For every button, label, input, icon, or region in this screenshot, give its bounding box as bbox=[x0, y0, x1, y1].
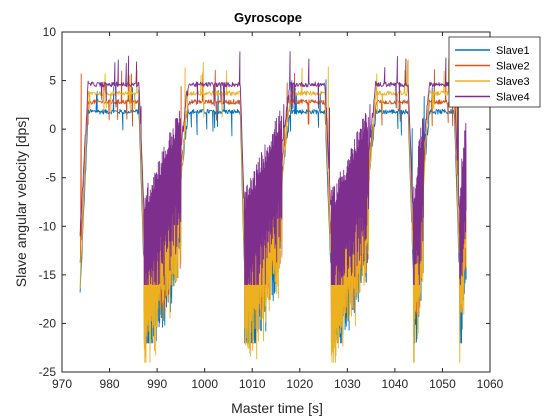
y-tick-label: 5 bbox=[49, 74, 56, 88]
y-tick-label: -15 bbox=[39, 268, 57, 282]
y-tick-label: 0 bbox=[49, 122, 56, 136]
y-axis-label: Slave angular velocity [dps] bbox=[13, 117, 29, 287]
plot-frame bbox=[61, 31, 491, 373]
y-tick-label: -25 bbox=[39, 365, 57, 379]
x-tick-label: 980 bbox=[100, 377, 120, 391]
legend-label: Slave4 bbox=[496, 92, 530, 104]
y-tick-label: -20 bbox=[39, 316, 57, 330]
x-tick-label: 990 bbox=[147, 377, 167, 391]
x-tick-label: 1050 bbox=[429, 377, 456, 391]
x-axis-label: Master time [s] bbox=[231, 400, 323, 416]
series-layer bbox=[79, 51, 467, 363]
chart-title: Gyroscope bbox=[234, 10, 302, 25]
x-tick-label: 970 bbox=[52, 377, 72, 391]
series-line-slave4 bbox=[79, 51, 467, 286]
legend: Slave1 Slave2 Slave3 Slave4 bbox=[448, 36, 541, 108]
y-tick-label: -10 bbox=[39, 219, 57, 233]
x-tick-label: 1010 bbox=[239, 377, 266, 391]
legend-label: Slave2 bbox=[496, 61, 530, 73]
x-tick-label: 1000 bbox=[191, 377, 218, 391]
legend-box bbox=[448, 36, 541, 108]
y-tick-label: 10 bbox=[43, 25, 57, 39]
x-tick-label: 1020 bbox=[286, 377, 313, 391]
ticks-layer: 970 980 990 1000 1010 1020 1030 1040 1050 1060-25… bbox=[39, 25, 504, 391]
y-tick-label: -5 bbox=[45, 171, 56, 185]
x-tick-label: 1030 bbox=[334, 377, 361, 391]
legend-label: Slave1 bbox=[496, 45, 530, 57]
x-tick-label: 1060 bbox=[477, 377, 504, 391]
legend-label: Slave3 bbox=[496, 76, 530, 88]
x-tick-label: 1040 bbox=[382, 377, 409, 391]
